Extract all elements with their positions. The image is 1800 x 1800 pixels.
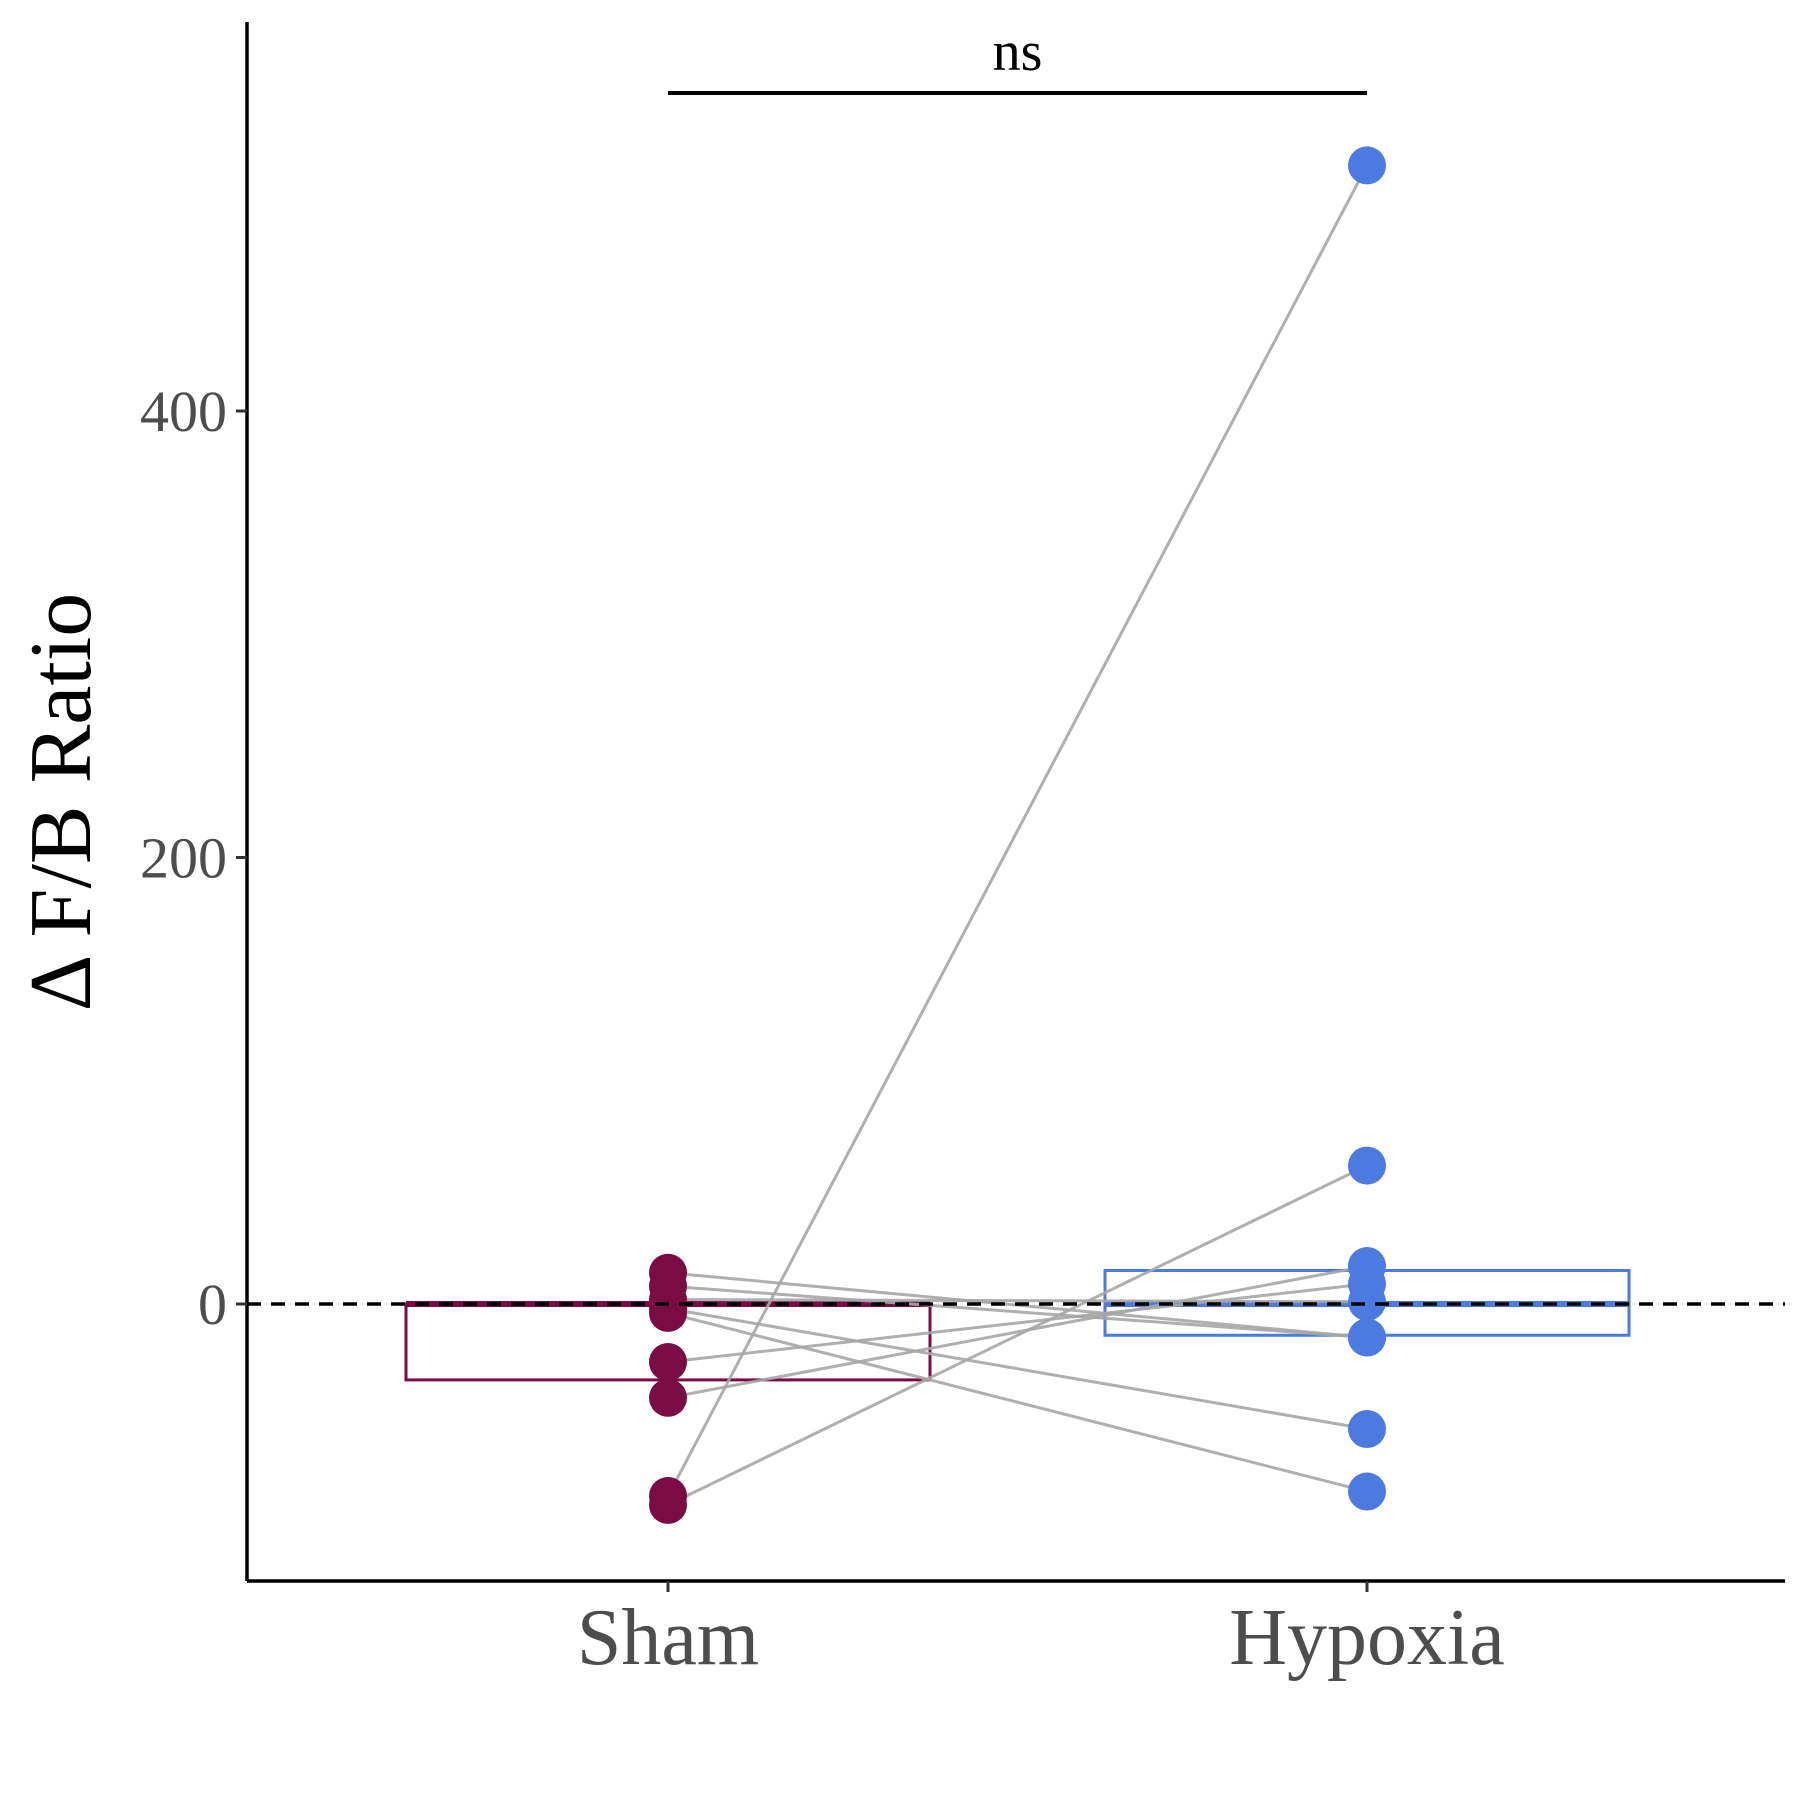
pair-line-7 <box>667 1264 1368 1400</box>
hypoxia-point-4 <box>1348 1410 1386 1449</box>
pair-line-9 <box>667 1164 1368 1507</box>
hypoxia-point-2 <box>1348 1318 1386 1357</box>
sham-point-5 <box>649 1293 687 1332</box>
axes-layer: 0 200 400 Sham Hypoxia <box>140 22 1785 1682</box>
pair-line-5 <box>667 1311 1368 1493</box>
sham-point-7 <box>649 1378 687 1417</box>
hypoxia-point-8 <box>1348 146 1386 185</box>
pair-line-3 <box>667 1298 1368 1304</box>
sham-point-9 <box>649 1485 687 1524</box>
significance-layer: ns <box>668 21 1367 95</box>
x-tick-label-hypoxia: Hypoxia <box>1229 1594 1505 1682</box>
hypoxia-point-7 <box>1348 1247 1386 1286</box>
data-points-layer <box>649 146 1386 1524</box>
boxplot-layer <box>404 1269 1631 1382</box>
y-tick-label-0: 0 <box>198 1272 227 1337</box>
significance-label: ns <box>993 21 1043 83</box>
pair-line-6 <box>667 1282 1368 1364</box>
y-tick-label-400: 400 <box>140 379 227 444</box>
y-tick-label-200: 200 <box>140 826 227 891</box>
pair-line-4 <box>667 1306 1368 1431</box>
hypoxia-point-5 <box>1348 1472 1386 1511</box>
x-tick-label-sham: Sham <box>577 1594 759 1682</box>
sham-point-6 <box>649 1343 687 1382</box>
y-axis-title: Δ F/B Ratio <box>13 593 110 1011</box>
hypoxia-point-9 <box>1348 1146 1386 1185</box>
pair-line-8 <box>666 164 1369 1497</box>
pair-line-2 <box>667 1284 1368 1339</box>
